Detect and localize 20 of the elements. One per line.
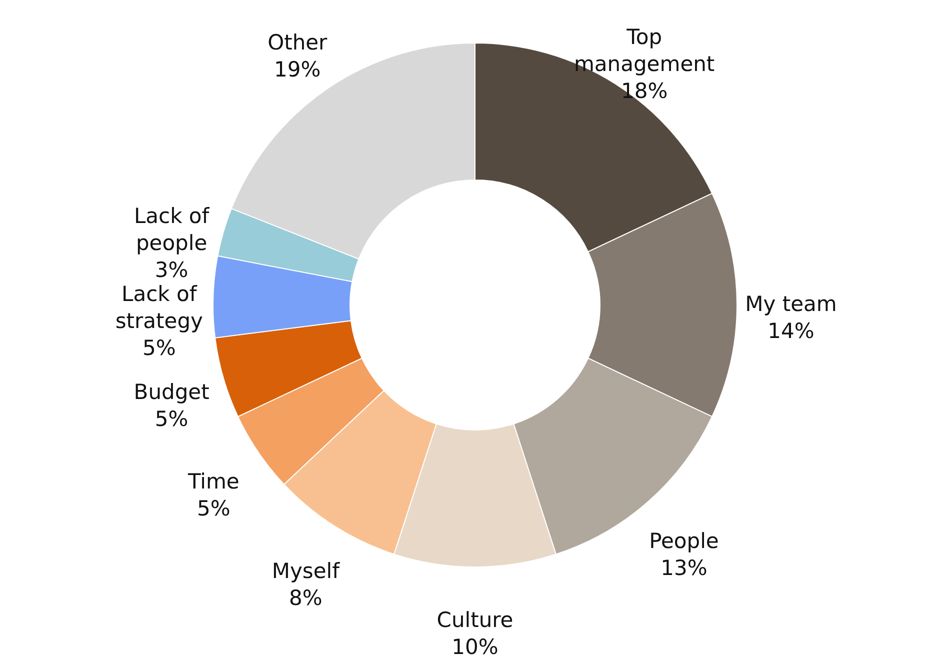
slice-label: Myself: [272, 558, 340, 583]
data-label: 8%: [289, 586, 322, 610]
slice-label: Other: [268, 30, 328, 55]
data-label: 10%: [452, 635, 498, 659]
data-label: 18%: [620, 79, 668, 104]
slice-label: Top management: [574, 25, 715, 76]
data-label: 5%: [196, 496, 230, 521]
data-label: 19%: [274, 58, 321, 82]
slice-label: Time: [186, 470, 240, 494]
data-label: 3%: [154, 258, 188, 282]
data-label: 5%: [154, 407, 188, 432]
data-label: 5%: [142, 336, 176, 360]
slice-label: Culture: [436, 608, 514, 632]
slice-label: Lack of strategy: [115, 282, 203, 334]
slice-label: People: [649, 529, 719, 554]
data-label: 13%: [660, 556, 708, 580]
slice-label: Lack of people: [134, 204, 210, 255]
slice-label: Budget: [134, 380, 210, 404]
data-label: 14%: [768, 319, 814, 343]
slice-label: My team: [745, 292, 837, 316]
